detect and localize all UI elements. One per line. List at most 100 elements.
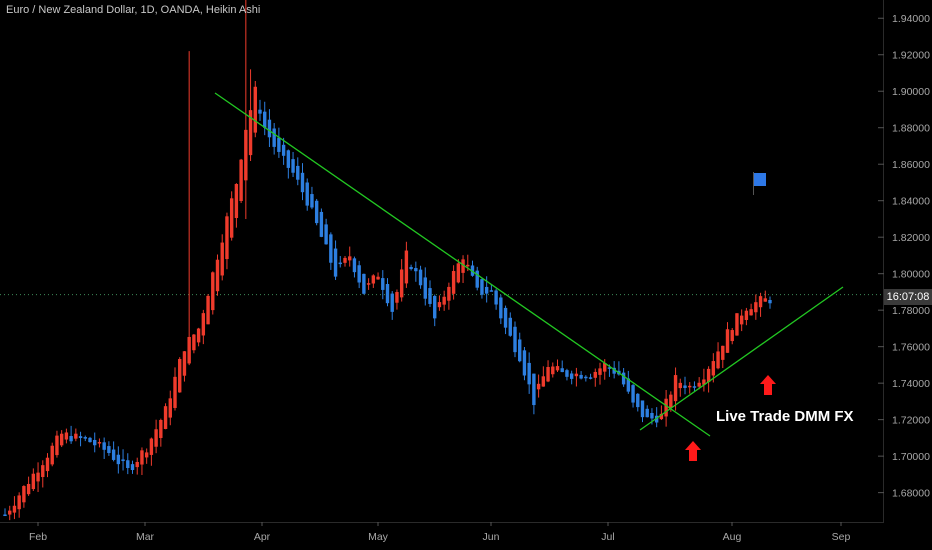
candle-down bbox=[508, 317, 512, 336]
candle-up bbox=[739, 315, 744, 325]
y-tick-label: 1.84000 bbox=[892, 196, 930, 208]
candle-down bbox=[362, 273, 366, 294]
candle-up bbox=[669, 394, 673, 408]
candle-up bbox=[149, 438, 154, 455]
candle-down bbox=[281, 144, 286, 156]
candle-up bbox=[536, 383, 541, 390]
candle-up bbox=[404, 250, 409, 284]
candle-down bbox=[654, 415, 659, 423]
annotation-text: Live Trade DMM FX bbox=[716, 408, 854, 425]
x-tick-label: Jul bbox=[601, 531, 614, 543]
candle-up bbox=[187, 336, 191, 364]
candle-down bbox=[636, 393, 640, 408]
candle-down bbox=[258, 109, 262, 114]
candle-up bbox=[551, 366, 555, 375]
candle-up bbox=[154, 429, 158, 447]
candle-down bbox=[263, 111, 267, 128]
candle-up bbox=[754, 302, 758, 313]
candle-up bbox=[437, 302, 442, 308]
candle-down bbox=[338, 262, 342, 265]
candle-down bbox=[768, 300, 772, 304]
candle-up bbox=[678, 382, 682, 389]
candle-up bbox=[466, 264, 470, 267]
candle-down bbox=[503, 307, 508, 328]
candle-up bbox=[716, 351, 720, 369]
y-tick-label: 1.90000 bbox=[892, 86, 930, 98]
candle-up bbox=[74, 433, 78, 439]
candle-up bbox=[447, 286, 451, 301]
candle-up bbox=[239, 159, 243, 201]
candle-down bbox=[475, 270, 479, 288]
candle-down bbox=[489, 290, 494, 292]
candle-up bbox=[55, 435, 59, 456]
candle-up bbox=[664, 398, 668, 417]
candle-up bbox=[196, 328, 201, 343]
candle-up bbox=[399, 269, 404, 298]
candle-down bbox=[3, 514, 7, 517]
y-tick-label: 1.82000 bbox=[892, 232, 930, 244]
chart-title: Euro / New Zealand Dollar, 1D, OANDA, He… bbox=[6, 4, 261, 16]
arrow-up-icon bbox=[760, 375, 776, 395]
candle-up bbox=[343, 257, 347, 263]
price-axis: 1.94000 1.92000 1.90000 1.88000 1.86000 1.840… bbox=[878, 0, 930, 522]
current-price-tag: 16:07:08 bbox=[884, 289, 932, 305]
candle-up bbox=[12, 505, 17, 513]
candle-up bbox=[730, 330, 734, 342]
candle-up bbox=[395, 292, 399, 303]
candle-down bbox=[683, 385, 687, 388]
candle-up bbox=[659, 413, 664, 420]
x-tick-label: Jun bbox=[483, 531, 500, 543]
candle-down bbox=[513, 326, 517, 353]
candle-up bbox=[371, 275, 376, 284]
candle-down bbox=[480, 279, 484, 295]
candle-down bbox=[470, 265, 475, 276]
candle-up bbox=[697, 382, 701, 387]
x-tick-label: Mar bbox=[136, 531, 155, 543]
candle-down bbox=[569, 373, 574, 379]
trendline-support bbox=[639, 286, 844, 431]
candle-up bbox=[673, 375, 678, 402]
candle-up bbox=[45, 457, 50, 472]
y-tick-label: 1.76000 bbox=[892, 342, 930, 354]
candle-up bbox=[546, 366, 550, 382]
candle-up bbox=[220, 242, 224, 276]
candle-up bbox=[206, 295, 210, 325]
candle-down bbox=[607, 367, 612, 369]
candle-down bbox=[588, 377, 593, 379]
candle-up bbox=[456, 263, 461, 283]
candle-down bbox=[692, 386, 697, 388]
y-tick-label: 1.80000 bbox=[892, 269, 930, 281]
candle-up bbox=[140, 450, 144, 465]
y-tick-label: 1.78000 bbox=[892, 305, 930, 317]
y-tick-label: 1.92000 bbox=[892, 50, 930, 62]
candle-up bbox=[26, 483, 31, 495]
candle-up bbox=[711, 361, 716, 376]
candle-down bbox=[381, 278, 385, 290]
candle-down bbox=[310, 194, 314, 208]
candle-up bbox=[50, 445, 54, 465]
candle-up bbox=[706, 368, 711, 383]
candle-up bbox=[688, 385, 692, 388]
candle-up bbox=[574, 373, 579, 377]
y-tick-label: 1.68000 bbox=[892, 488, 930, 500]
candle-down bbox=[414, 268, 418, 272]
annotation-marks bbox=[685, 172, 776, 461]
candle-down bbox=[107, 446, 111, 454]
candle-up bbox=[8, 510, 12, 515]
candle-down bbox=[418, 269, 423, 286]
candle-down bbox=[423, 277, 427, 299]
candle-down bbox=[111, 449, 116, 460]
candle-down bbox=[319, 211, 324, 237]
candle-up bbox=[735, 313, 739, 336]
candle-down bbox=[88, 437, 92, 443]
candle-down bbox=[532, 373, 536, 406]
candle-up bbox=[721, 345, 725, 360]
trendlines bbox=[214, 92, 844, 437]
candle-down bbox=[102, 442, 106, 450]
candle-up bbox=[163, 406, 168, 429]
x-tick-label: Apr bbox=[254, 531, 271, 543]
candle-up bbox=[244, 129, 248, 181]
candle-down bbox=[390, 293, 394, 312]
candle-up bbox=[22, 486, 26, 503]
